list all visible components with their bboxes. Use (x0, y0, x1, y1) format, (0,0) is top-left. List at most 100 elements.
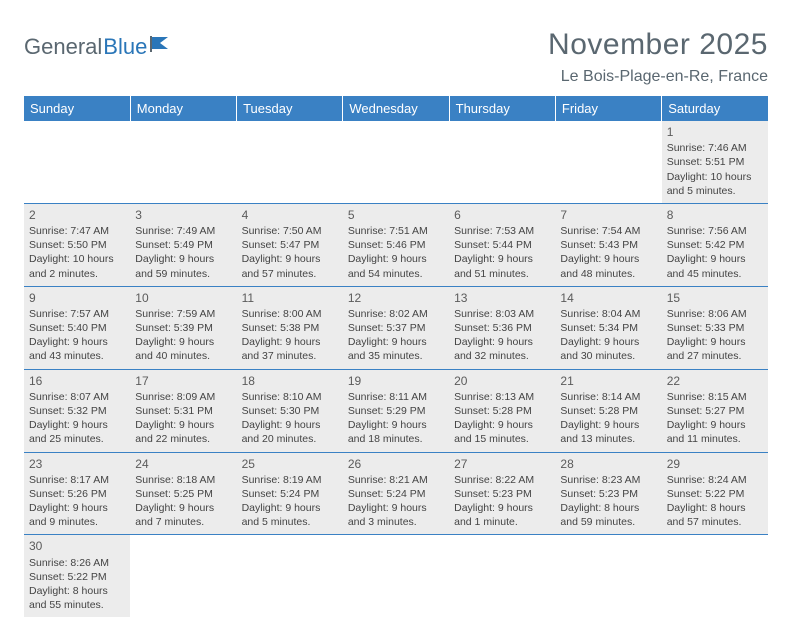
logo: General Blue (24, 34, 172, 60)
day-info-line: and 35 minutes. (348, 349, 444, 363)
calendar-day-cell: 7Sunrise: 7:54 AMSunset: 5:43 PMDaylight… (555, 203, 661, 286)
day-info-line: Sunset: 5:36 PM (454, 321, 550, 335)
weekday-header: Wednesday (343, 96, 449, 121)
day-info-line: Sunset: 5:40 PM (29, 321, 125, 335)
day-info-line: Daylight: 9 hours (29, 501, 125, 515)
day-info-line: Sunset: 5:51 PM (667, 155, 763, 169)
day-info-line: Daylight: 9 hours (667, 418, 763, 432)
day-info-line: Sunrise: 7:50 AM (242, 224, 338, 238)
day-info-line: and 43 minutes. (29, 349, 125, 363)
weekday-header-row: Sunday Monday Tuesday Wednesday Thursday… (24, 96, 768, 121)
calendar-day-cell (555, 121, 661, 203)
day-info-line: Sunrise: 8:03 AM (454, 307, 550, 321)
day-number: 18 (242, 373, 338, 389)
day-info-line: Daylight: 9 hours (454, 252, 550, 266)
day-info-line: and 59 minutes. (560, 515, 656, 529)
day-info-line: Daylight: 9 hours (560, 335, 656, 349)
day-info-line: and 9 minutes. (29, 515, 125, 529)
calendar-day-cell: 9Sunrise: 7:57 AMSunset: 5:40 PMDaylight… (24, 286, 130, 369)
day-info-line: and 30 minutes. (560, 349, 656, 363)
calendar-day-cell (555, 535, 661, 617)
day-info-line: Sunset: 5:24 PM (348, 487, 444, 501)
day-info-line: Sunrise: 7:59 AM (135, 307, 231, 321)
day-info-line: Daylight: 8 hours (29, 584, 125, 598)
day-info-line: Daylight: 9 hours (454, 335, 550, 349)
day-info-line: Daylight: 9 hours (560, 252, 656, 266)
day-info-line: Daylight: 9 hours (348, 252, 444, 266)
day-info-line: Daylight: 8 hours (560, 501, 656, 515)
day-info-line: and 27 minutes. (667, 349, 763, 363)
day-info-line: Daylight: 10 hours (667, 170, 763, 184)
day-info-line: Sunrise: 8:06 AM (667, 307, 763, 321)
logo-text-blue: Blue (103, 34, 147, 60)
calendar-day-cell (662, 535, 768, 617)
day-info-line: and 57 minutes. (667, 515, 763, 529)
day-info-line: and 1 minute. (454, 515, 550, 529)
day-info-line: Sunrise: 8:15 AM (667, 390, 763, 404)
day-number: 21 (560, 373, 656, 389)
day-info-line: Sunset: 5:22 PM (667, 487, 763, 501)
day-number: 7 (560, 207, 656, 223)
calendar-day-cell (130, 121, 236, 203)
day-info-line: Sunrise: 8:24 AM (667, 473, 763, 487)
day-info-line: Sunset: 5:42 PM (667, 238, 763, 252)
day-info-line: Sunset: 5:24 PM (242, 487, 338, 501)
day-info-line: and 18 minutes. (348, 432, 444, 446)
calendar-day-cell: 28Sunrise: 8:23 AMSunset: 5:23 PMDayligh… (555, 452, 661, 535)
day-info-line: Daylight: 9 hours (135, 335, 231, 349)
day-number: 23 (29, 456, 125, 472)
day-info-line: Sunset: 5:28 PM (454, 404, 550, 418)
day-info-line: Daylight: 9 hours (454, 418, 550, 432)
month-title: November 2025 (548, 28, 768, 62)
day-number: 5 (348, 207, 444, 223)
calendar-body: 1Sunrise: 7:46 AMSunset: 5:51 PMDaylight… (24, 121, 768, 617)
calendar-day-cell: 3Sunrise: 7:49 AMSunset: 5:49 PMDaylight… (130, 203, 236, 286)
day-info-line: Sunset: 5:26 PM (29, 487, 125, 501)
calendar-day-cell: 30Sunrise: 8:26 AMSunset: 5:22 PMDayligh… (24, 535, 130, 617)
calendar-day-cell: 19Sunrise: 8:11 AMSunset: 5:29 PMDayligh… (343, 369, 449, 452)
day-info-line: Sunrise: 7:51 AM (348, 224, 444, 238)
day-info-line: Sunset: 5:43 PM (560, 238, 656, 252)
day-info-line: Daylight: 9 hours (135, 501, 231, 515)
day-info-line: Sunset: 5:47 PM (242, 238, 338, 252)
calendar-day-cell (237, 121, 343, 203)
day-info-line: Sunrise: 8:07 AM (29, 390, 125, 404)
day-info-line: and 3 minutes. (348, 515, 444, 529)
day-number: 30 (29, 538, 125, 554)
calendar-day-cell: 5Sunrise: 7:51 AMSunset: 5:46 PMDaylight… (343, 203, 449, 286)
day-number: 10 (135, 290, 231, 306)
day-info-line: Sunset: 5:39 PM (135, 321, 231, 335)
day-info-line: Sunset: 5:31 PM (135, 404, 231, 418)
day-number: 14 (560, 290, 656, 306)
calendar-day-cell: 23Sunrise: 8:17 AMSunset: 5:26 PMDayligh… (24, 452, 130, 535)
weekday-header: Friday (555, 96, 661, 121)
calendar-day-cell: 10Sunrise: 7:59 AMSunset: 5:39 PMDayligh… (130, 286, 236, 369)
day-info-line: Sunset: 5:27 PM (667, 404, 763, 418)
day-number: 27 (454, 456, 550, 472)
calendar-day-cell: 11Sunrise: 8:00 AMSunset: 5:38 PMDayligh… (237, 286, 343, 369)
day-info-line: Daylight: 9 hours (454, 501, 550, 515)
day-info-line: Daylight: 9 hours (242, 501, 338, 515)
calendar-week-row: 16Sunrise: 8:07 AMSunset: 5:32 PMDayligh… (24, 369, 768, 452)
calendar-week-row: 30Sunrise: 8:26 AMSunset: 5:22 PMDayligh… (24, 535, 768, 617)
calendar-day-cell (449, 121, 555, 203)
weekday-header: Monday (130, 96, 236, 121)
location: Le Bois-Plage-en-Re, France (548, 68, 768, 86)
calendar-week-row: 23Sunrise: 8:17 AMSunset: 5:26 PMDayligh… (24, 452, 768, 535)
calendar-day-cell: 8Sunrise: 7:56 AMSunset: 5:42 PMDaylight… (662, 203, 768, 286)
weekday-header: Tuesday (237, 96, 343, 121)
header: General Blue November 2025 Le Bois-Plage… (24, 28, 768, 86)
day-info-line: Daylight: 9 hours (348, 335, 444, 349)
day-number: 6 (454, 207, 550, 223)
day-number: 11 (242, 290, 338, 306)
day-info-line: Sunrise: 7:46 AM (667, 141, 763, 155)
day-number: 16 (29, 373, 125, 389)
day-info-line: Daylight: 9 hours (348, 418, 444, 432)
logo-text-general: General (24, 34, 102, 60)
day-info-line: Daylight: 9 hours (29, 418, 125, 432)
day-info-line: and 5 minutes. (242, 515, 338, 529)
day-info-line: Sunrise: 8:19 AM (242, 473, 338, 487)
day-info-line: and 59 minutes. (135, 267, 231, 281)
weekday-header: Saturday (662, 96, 768, 121)
day-info-line: Sunrise: 8:22 AM (454, 473, 550, 487)
